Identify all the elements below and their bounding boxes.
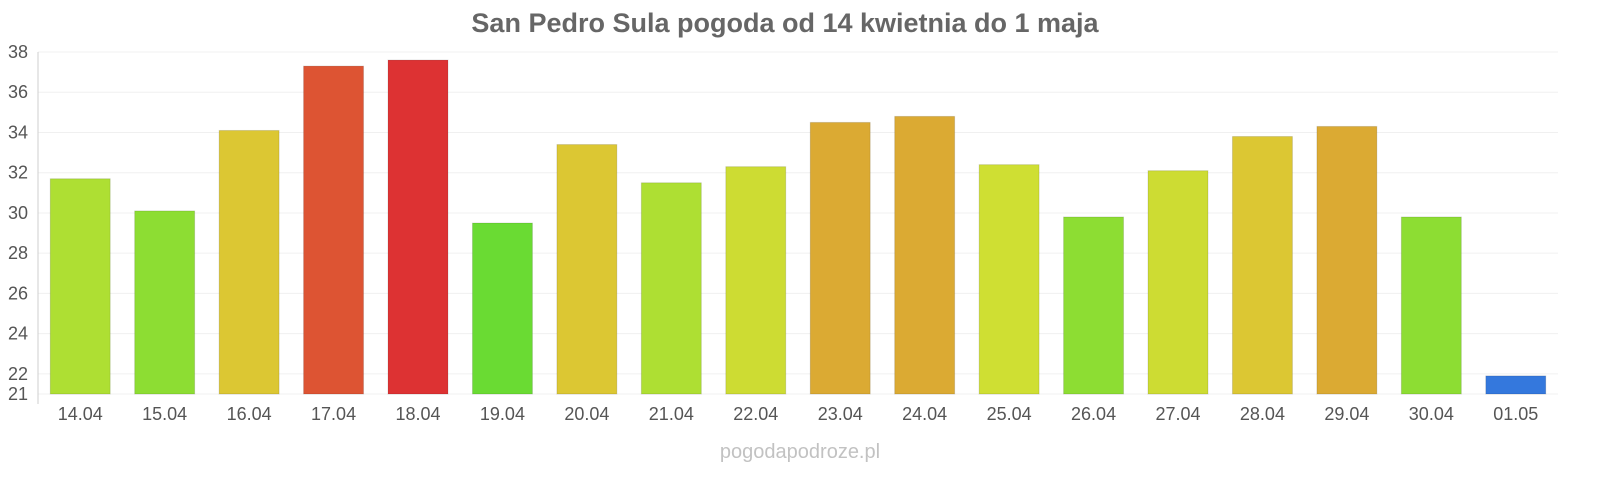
bar-23.04: [809, 121, 871, 395]
bar-30.04: [1400, 216, 1462, 395]
bar-17.04: [303, 65, 365, 395]
bar-19.04: [471, 222, 533, 395]
bar-14.04: [49, 178, 111, 395]
x-tick-label: 26.04: [1071, 404, 1116, 424]
x-tick-label: 14.04: [58, 404, 103, 424]
chart-title: San Pedro Sula pogoda od 14 kwietnia do …: [471, 8, 1099, 38]
x-tick-label: 16.04: [227, 404, 272, 424]
bar-20.04: [556, 144, 618, 395]
x-axis-ticks: 14.04 15.04 16.04 17.04 18.04 19.04 20.04 21.04…: [58, 404, 1539, 424]
x-tick-label: 25.04: [987, 404, 1032, 424]
bar-18.04: [387, 59, 449, 395]
y-tick-label: 28: [8, 243, 28, 263]
bar-15.04: [134, 210, 196, 395]
bar-24.04: [894, 115, 956, 395]
y-tick-label: 26: [8, 283, 28, 303]
y-tick-label: 36: [8, 82, 28, 102]
bar-29.04: [1316, 125, 1378, 395]
bar-21.04: [640, 182, 702, 395]
x-tick-label: 01.05: [1493, 404, 1538, 424]
bar-01.05: [1485, 375, 1547, 395]
bar-22.04: [725, 166, 787, 395]
y-tick-label: 38: [8, 42, 28, 62]
y-tick-label: 34: [8, 122, 28, 142]
y-tick-label: 24: [8, 324, 28, 344]
x-tick-label: 24.04: [902, 404, 947, 424]
x-tick-label: 22.04: [733, 404, 778, 424]
x-tick-label: 27.04: [1155, 404, 1200, 424]
x-tick-label: 18.04: [395, 404, 440, 424]
bars: [49, 59, 1547, 395]
y-tick-label: 22: [8, 364, 28, 384]
bar-28.04: [1231, 135, 1293, 395]
x-tick-label: 21.04: [649, 404, 694, 424]
y-tick-label: 21: [8, 384, 28, 404]
site-credit: pogodapodroze.pl: [720, 441, 880, 463]
x-tick-label: 17.04: [311, 404, 356, 424]
y-tick-label: 32: [8, 163, 28, 183]
x-tick-label: 30.04: [1409, 404, 1454, 424]
x-tick-label: 29.04: [1324, 404, 1369, 424]
grid-lines: [38, 51, 1558, 395]
bar-27.04: [1147, 170, 1209, 395]
bar-26.04: [1063, 216, 1125, 395]
x-tick-label: 20.04: [564, 404, 609, 424]
x-tick-label: 28.04: [1240, 404, 1285, 424]
x-tick-label: 23.04: [818, 404, 863, 424]
bar-16.04: [218, 129, 280, 395]
x-tick-label: 15.04: [142, 404, 187, 424]
y-tick-label: 30: [8, 203, 28, 223]
bar-25.04: [978, 164, 1040, 395]
x-tick-label: 19.04: [480, 404, 525, 424]
